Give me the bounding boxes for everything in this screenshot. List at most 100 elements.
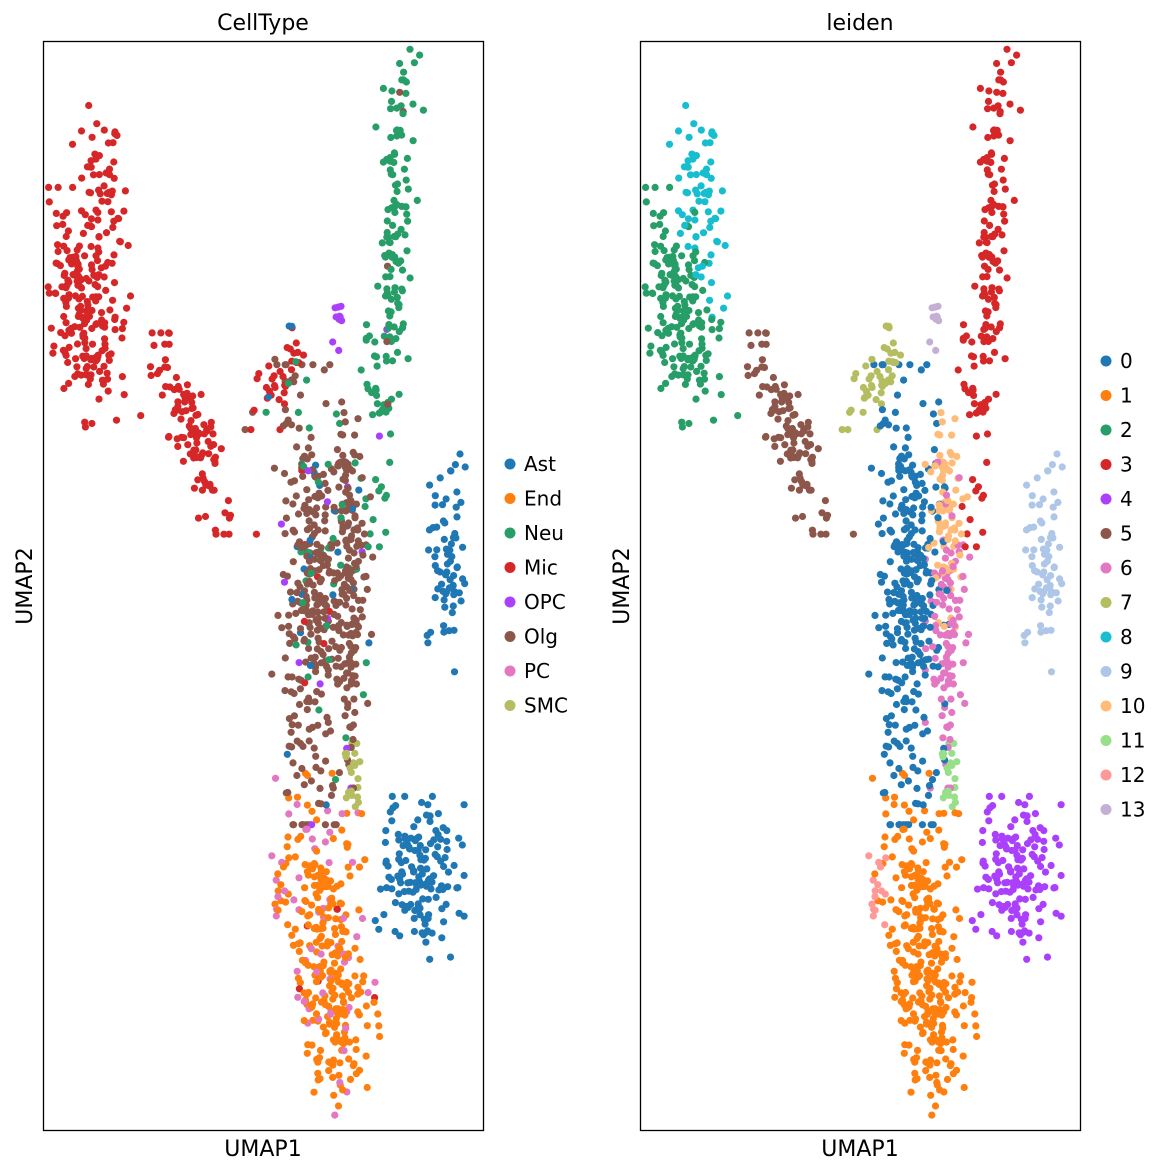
data-point <box>650 222 658 230</box>
data-point <box>313 847 321 855</box>
data-point <box>296 625 305 633</box>
legend-item: End <box>504 487 562 511</box>
data-point <box>292 641 300 649</box>
data-point <box>998 906 1006 914</box>
data-point <box>386 273 394 281</box>
data-point <box>64 358 72 367</box>
data-point <box>929 643 937 651</box>
data-point <box>932 483 940 491</box>
data-point <box>281 887 289 895</box>
legend-label: PC <box>524 659 550 683</box>
data-point <box>338 528 346 536</box>
data-point <box>901 1041 909 1049</box>
data-point <box>380 332 388 340</box>
data-point <box>404 185 412 193</box>
data-point <box>336 1059 344 1067</box>
data-point <box>110 174 118 182</box>
data-point <box>882 854 890 862</box>
data-point <box>294 348 302 356</box>
data-point <box>334 654 342 662</box>
data-point <box>981 862 989 870</box>
data-point <box>313 645 321 653</box>
data-point <box>399 320 407 328</box>
data-point <box>1058 580 1066 588</box>
data-point <box>881 833 889 841</box>
data-point <box>287 478 295 486</box>
data-point <box>304 921 312 929</box>
data-point <box>899 825 907 834</box>
data-point <box>433 546 441 554</box>
data-point <box>910 504 918 512</box>
data-point <box>868 383 876 392</box>
data-point <box>1003 45 1011 53</box>
data-point <box>926 623 934 631</box>
data-point <box>363 1022 371 1030</box>
data-point <box>386 239 394 247</box>
data-point <box>707 251 715 259</box>
data-point <box>113 131 121 139</box>
data-point <box>697 273 705 281</box>
data-point <box>388 87 396 95</box>
data-point <box>947 592 955 600</box>
data-point <box>1000 154 1009 162</box>
data-point <box>174 398 182 406</box>
data-point <box>691 208 699 216</box>
data-point <box>935 992 944 1000</box>
data-point <box>118 334 126 342</box>
data-point <box>304 444 312 452</box>
data-point <box>905 610 913 619</box>
data-point <box>808 453 817 461</box>
data-point <box>289 526 297 534</box>
data-point <box>293 589 301 597</box>
data-point <box>896 472 904 480</box>
data-point <box>304 1041 312 1049</box>
data-point <box>343 840 351 848</box>
data-point <box>795 486 804 494</box>
data-point <box>656 212 664 220</box>
data-point <box>715 325 724 333</box>
data-point <box>808 459 816 467</box>
data-point <box>317 908 325 916</box>
data-point <box>902 496 910 504</box>
legend-label: 9 <box>1120 660 1133 684</box>
data-point <box>85 101 93 110</box>
data-point <box>291 925 299 933</box>
data-point <box>192 411 200 419</box>
data-point <box>346 1075 355 1083</box>
data-point <box>296 979 304 987</box>
data-point <box>1007 914 1015 923</box>
data-point <box>998 231 1006 239</box>
data-point <box>87 163 95 171</box>
data-point <box>349 448 357 456</box>
data-point <box>934 663 942 671</box>
data-point <box>944 497 952 505</box>
data-point <box>56 262 64 270</box>
data-point <box>1050 563 1058 571</box>
data-point <box>191 428 199 436</box>
data-point <box>313 968 321 976</box>
data-point <box>308 807 316 815</box>
legend-label: 2 <box>1120 418 1133 442</box>
data-point <box>983 166 991 174</box>
data-point <box>441 519 449 527</box>
data-point <box>293 771 301 780</box>
data-point <box>925 782 934 790</box>
data-point <box>386 166 394 174</box>
data-point <box>409 137 417 145</box>
data-point <box>202 481 210 489</box>
data-point <box>362 1002 370 1010</box>
data-point <box>334 1102 343 1110</box>
data-point <box>783 450 791 458</box>
data-point <box>660 247 668 255</box>
data-point <box>893 685 902 693</box>
data-point <box>922 656 930 664</box>
data-point <box>321 600 329 608</box>
data-point <box>370 998 378 1006</box>
data-point <box>387 875 395 884</box>
data-point <box>980 285 988 293</box>
data-point <box>1000 210 1008 218</box>
data-point <box>938 567 947 575</box>
data-point <box>868 774 877 782</box>
data-point <box>419 106 427 114</box>
data-point <box>758 356 767 364</box>
